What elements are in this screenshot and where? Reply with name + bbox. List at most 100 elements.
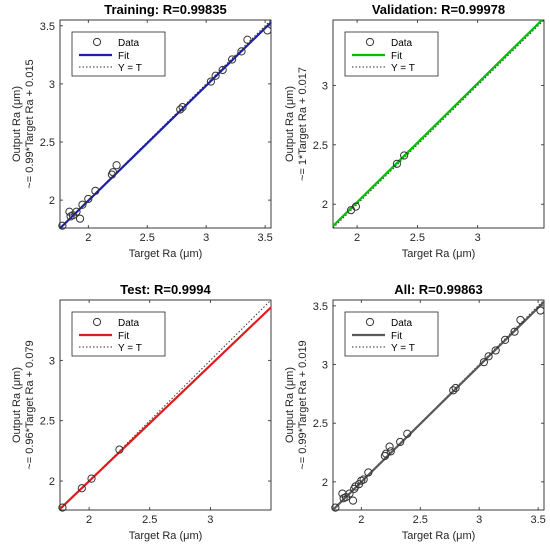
y-axis-label: Output Ra (μm): [11, 367, 23, 443]
data-point: [77, 484, 86, 493]
data-point: [381, 449, 391, 458]
x-axis-label: Target Ra (μm): [402, 530, 476, 542]
chart-panel-3: 2 2.5 3 2 2.5 3 Test: R=0.9994 Target Ra (μm) Ou…: [11, 282, 272, 542]
x-tick-label: 2: [358, 514, 364, 526]
data-point: [58, 221, 67, 230]
legend-marker-data: [365, 37, 375, 47]
chart-title: All: R=0.99863: [394, 282, 483, 297]
data-point: [108, 168, 118, 177]
data-point: [58, 503, 67, 512]
chart-panel-4: 2 2.5 3 3.5 2 2.5 3 3.5 All: R=0.99863 Target Ra …: [284, 282, 546, 542]
data-point: [331, 503, 340, 512]
legend-label-fit: Fit: [391, 51, 402, 62]
y-tick-label: 2.5: [40, 416, 55, 428]
data-point: [484, 352, 493, 361]
legend-label-identity: Y = T: [118, 63, 142, 74]
legend-label-identity: Y = T: [118, 343, 142, 354]
x-tick-label: 3: [475, 232, 481, 244]
x-axis-label: Target Ra (μm): [129, 530, 203, 542]
data-point: [536, 306, 545, 315]
data-point: [479, 358, 488, 367]
x-tick-label: 2: [86, 514, 92, 526]
y-axis-label: Output Ra (μm): [284, 367, 296, 443]
x-tick-label: 2: [354, 232, 360, 244]
y-axis-label: Output Ra (μm): [11, 86, 23, 162]
y-tick-label: 2.5: [313, 140, 328, 152]
y-tick-label: 3: [322, 80, 328, 92]
x-axis-label: Target Ra (μm): [402, 248, 476, 260]
data-point: [237, 47, 246, 56]
y-tick-label: 3: [49, 355, 55, 367]
data-point: [359, 475, 368, 484]
data-point: [449, 386, 458, 395]
data-point: [501, 335, 510, 344]
legend-label-data: Data: [118, 38, 140, 49]
y-axis-equation: ~= 0.99*Target Ra + 0.015: [24, 59, 36, 188]
y-tick-label: 2: [49, 476, 55, 488]
data-point: [396, 437, 405, 447]
x-tick-label: 2.5: [410, 232, 425, 244]
identity-line: [332, 19, 545, 229]
data-point: [243, 35, 252, 44]
y-axis-equation: ~= 1*Target Ra + 0.017: [297, 67, 309, 181]
x-tick-label: 3: [476, 514, 482, 526]
data-point: [178, 103, 187, 112]
y-tick-label: 3.5: [313, 301, 328, 313]
data-point: [263, 26, 272, 35]
data-point: [392, 159, 402, 168]
fit-line: [332, 301, 545, 511]
y-axis-equation: ~= 0.99*Target Ra + 0.019: [297, 340, 309, 469]
chart-panel-2: 2 2.5 3 2 2.5 3 Validation: R=0.99978 Target Ra…: [284, 2, 545, 260]
legend-label-data: Data: [391, 38, 413, 49]
data-point: [516, 315, 525, 325]
fit-line: [59, 21, 272, 229]
legend-marker-data: [92, 317, 102, 327]
x-tick-label: 3.5: [530, 514, 545, 526]
data-point: [400, 151, 409, 160]
x-tick-label: 3: [203, 232, 209, 244]
data-point: [176, 105, 185, 114]
x-tick-label: 2.5: [140, 232, 155, 244]
chart-title: Training: R=0.99835: [104, 2, 226, 17]
y-tick-label: 3.5: [40, 21, 55, 33]
y-tick-label: 2: [322, 199, 328, 211]
data-point: [345, 489, 354, 498]
data-point: [228, 55, 237, 64]
data-point: [348, 496, 358, 505]
data-point: [84, 194, 93, 204]
data-point: [491, 346, 500, 355]
data-point: [385, 442, 394, 451]
y-tick-label: 2: [322, 477, 328, 489]
data-point: [75, 214, 85, 223]
data-point: [206, 77, 215, 86]
data-point: [218, 65, 227, 75]
x-tick-label: 3: [207, 514, 213, 526]
y-tick-label: 2.5: [40, 137, 55, 149]
legend-label-fit: Fit: [118, 331, 129, 342]
legend-label-data: Data: [118, 318, 140, 329]
chart-title: Test: R=0.9994: [120, 282, 211, 297]
data-point: [403, 429, 412, 438]
data-point: [386, 447, 395, 456]
data-point: [78, 200, 87, 209]
data-point: [115, 445, 124, 454]
y-tick-label: 3: [49, 79, 55, 91]
legend-label-fit: Fit: [118, 51, 129, 62]
legend-label-fit: Fit: [391, 331, 402, 342]
data-point: [364, 468, 373, 477]
y-tick-label: 2.5: [313, 418, 328, 430]
fit-line: [332, 19, 543, 227]
data-point: [451, 383, 460, 393]
data-point: [211, 71, 220, 80]
data-point: [112, 161, 121, 170]
chart-panel-1: 2 2.5 3 3.5 2 2.5 3 3.5 Training: R=0.99835 Targe…: [11, 2, 273, 260]
x-tick-label: 2: [85, 232, 91, 244]
data-point: [351, 202, 361, 211]
chart-title: Validation: R=0.99978: [372, 2, 505, 17]
legend-label-data: Data: [391, 318, 413, 329]
x-tick-label: 2.5: [413, 514, 428, 526]
legend-label-identity: Y = T: [391, 343, 415, 354]
